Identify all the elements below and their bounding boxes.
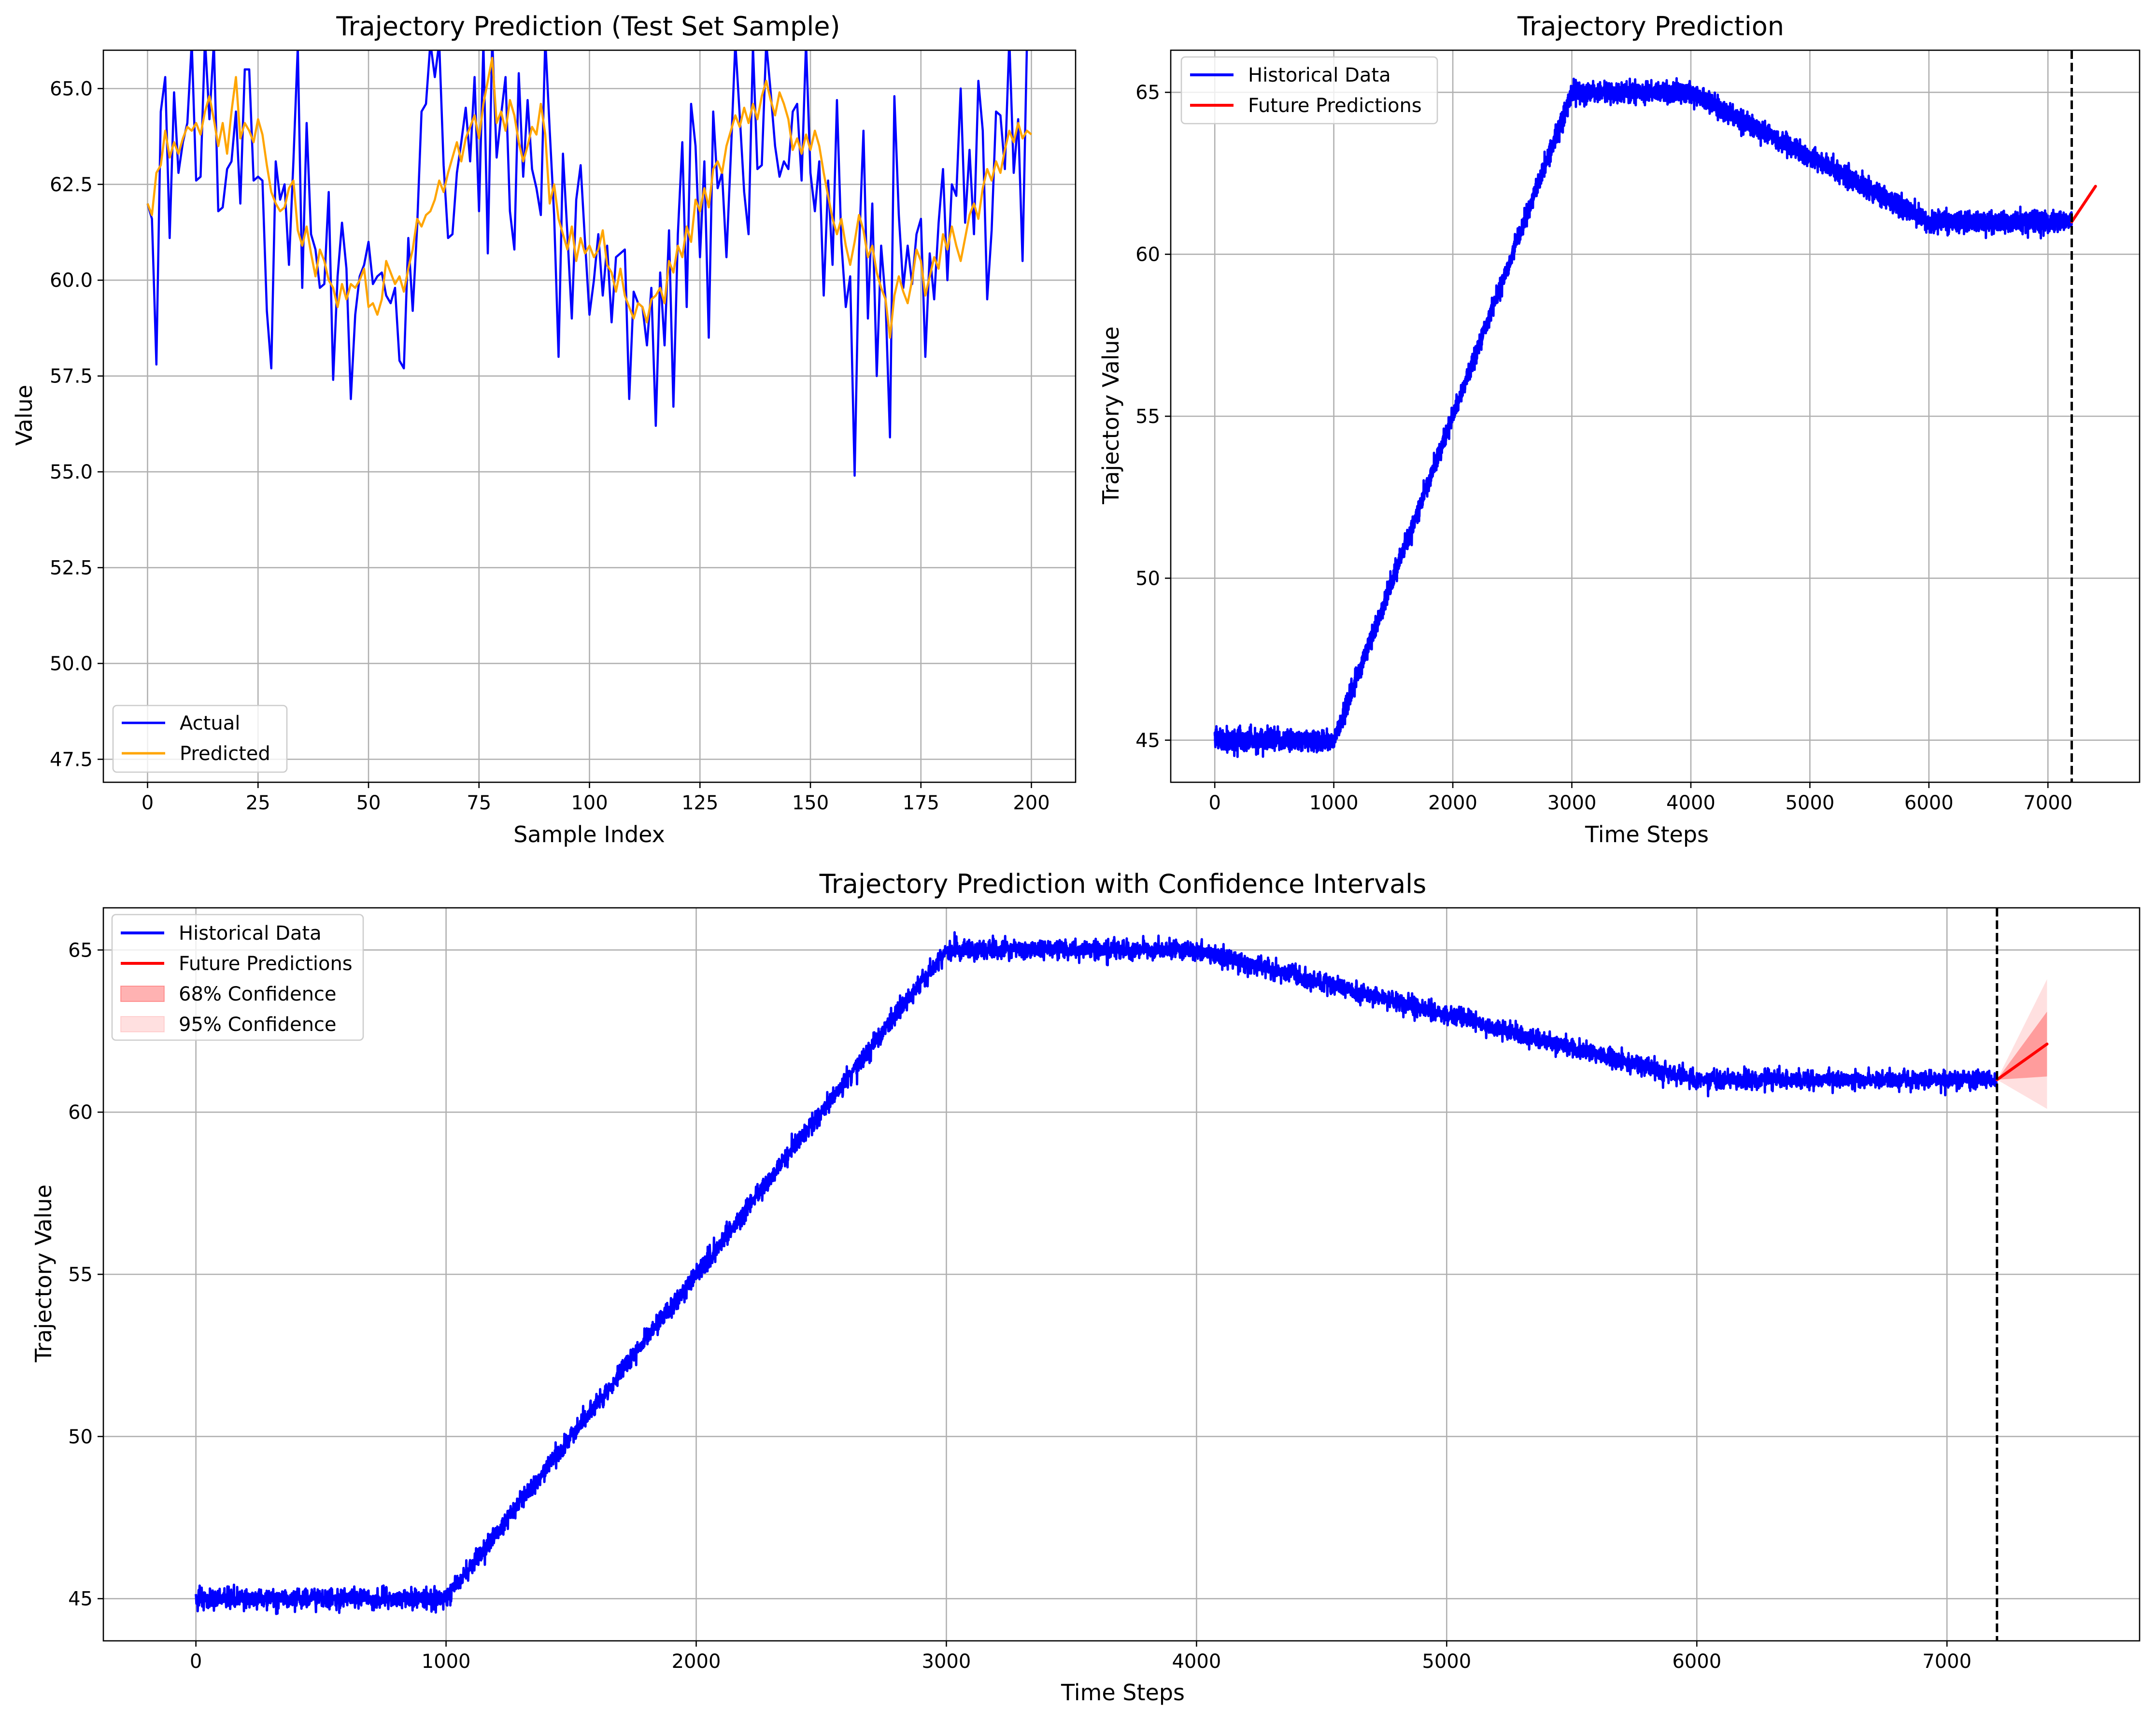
- y-tick-label: 52.5: [50, 557, 93, 579]
- axes-frame: [102, 907, 2141, 1642]
- confidence-band-68-confidence: [1997, 1011, 2047, 1080]
- y-tick-label: 55: [1135, 406, 1160, 428]
- x-tick-label: 7000: [2023, 792, 2072, 814]
- legend-frame: [111, 914, 364, 1041]
- y-tick-label: 50: [1135, 567, 1160, 590]
- y-axis-label: Trajectory Value: [1098, 326, 1124, 505]
- legend-label-95-confidence: 95% Confidence: [179, 1014, 337, 1036]
- x-tick-label: 1000: [422, 1650, 471, 1673]
- y-tick-label: 62.5: [50, 174, 93, 196]
- x-tick-label: 175: [903, 792, 939, 814]
- y-tick-label: 65: [68, 939, 93, 961]
- series-line-future-predictions: [1995, 1043, 2049, 1081]
- x-tick-label: 200: [1013, 792, 1050, 814]
- chart-title: Trajectory Prediction (Test Set Sample): [336, 11, 840, 42]
- y-tick-label: 65: [1135, 82, 1160, 104]
- y-tick-label: 45: [68, 1588, 93, 1610]
- legend-label-68-confidence: 68% Confidence: [179, 983, 337, 1005]
- x-axis-label: Sample Index: [513, 821, 665, 847]
- y-tick-label: 60.0: [50, 269, 93, 292]
- grid: [103, 50, 1076, 782]
- series-line-predicted: [146, 56, 1032, 339]
- x-tick-label: 100: [571, 792, 608, 814]
- series-line-historical-data: [195, 931, 1998, 1615]
- axis-ticks: 0 25 50 75 100 125 150 175 200 47.5 50.0 52.5 55.0 57…: [50, 49, 1077, 814]
- legend: Historical Data Future Predictions: [1180, 56, 1438, 125]
- x-tick-label: 0: [1208, 792, 1220, 814]
- y-tick-label: 50: [68, 1426, 93, 1448]
- legend-label-future: Future Predictions: [1248, 95, 1422, 117]
- x-tick-label: 5000: [1422, 1650, 1471, 1673]
- legend: Historical Data Future Predictions 68% C…: [111, 914, 364, 1041]
- x-tick-label: 75: [467, 792, 491, 814]
- axes-frame: [1170, 49, 2141, 783]
- trajectory-prediction-chart: 0 1000 2000 3000 4000 5000 6000 70004550556065 …: [1098, 11, 2141, 847]
- axis-ticks: 0 1000 2000 3000 4000 5000 6000 7000 45 50 55 60 65: [1135, 49, 2141, 814]
- y-axis-label: Value: [11, 385, 37, 446]
- y-tick-label: 47.5: [50, 748, 93, 771]
- x-tick-label: 25: [246, 792, 270, 814]
- plot-area: [1213, 50, 2097, 782]
- x-tick-label: 5000: [1785, 792, 1834, 814]
- chart-title: Trajectory Prediction with Confidence In…: [819, 869, 1427, 899]
- x-tick-label: 6000: [1904, 792, 1954, 814]
- y-tick-label: 50.0: [50, 653, 93, 675]
- legend-label-historical: Historical Data: [1248, 64, 1391, 86]
- x-tick-label: 50: [356, 792, 381, 814]
- legend-label-predicted: Predicted: [180, 743, 270, 765]
- series-line-future-predictions: [2070, 184, 2097, 224]
- axes-frame: [102, 49, 1077, 783]
- x-tick-label: 6000: [1672, 1650, 1721, 1673]
- y-tick-label: 55: [68, 1264, 93, 1286]
- y-tick-label: 60: [68, 1101, 93, 1124]
- legend-swatch-68-confidence: [120, 986, 165, 1002]
- legend-frame: [1180, 56, 1438, 125]
- y-axis-label: Trajectory Value: [30, 1185, 57, 1363]
- x-tick-label: 2000: [1428, 792, 1477, 814]
- y-tick-label: 45: [1135, 730, 1160, 752]
- x-tick-label: 125: [681, 792, 718, 814]
- confidence-band-95-confidence: [1997, 979, 2047, 1109]
- x-tick-label: 0: [142, 792, 154, 814]
- series-line-historical-data: [1213, 77, 2073, 758]
- legend-label-actual: Actual: [180, 712, 240, 734]
- chart-title: Trajectory Prediction: [1517, 11, 1784, 42]
- y-tick-label: 65.0: [50, 78, 93, 100]
- confidence-interval-chart: 0 1000 2000 3000 4000 5000 6000 70004550556065 …: [30, 869, 2141, 1706]
- legend-label-historical: Historical Data: [179, 922, 322, 945]
- x-tick-label: 3000: [922, 1650, 971, 1673]
- x-tick-label: 7000: [1922, 1650, 1972, 1673]
- x-tick-label: 4000: [1666, 792, 1716, 814]
- test-set-sample-chart: 0 25 50 75 100 125 150 175 200 47.5 50.0 52.5 55.0 57…: [11, 11, 1077, 847]
- axis-ticks: 0 1000 2000 3000 4000 5000 6000 7000 45 50 55 60 65: [68, 907, 2141, 1673]
- x-tick-label: 4000: [1172, 1650, 1221, 1673]
- x-axis-label: Time Steps: [1061, 1679, 1185, 1706]
- x-tick-label: 1000: [1309, 792, 1359, 814]
- x-axis-label: Time Steps: [1585, 821, 1709, 847]
- x-tick-label: 150: [792, 792, 829, 814]
- plot-area: [195, 908, 2049, 1641]
- y-tick-label: 57.5: [50, 366, 93, 388]
- series-line-actual: [146, 50, 1028, 477]
- x-tick-label: 3000: [1547, 792, 1597, 814]
- x-tick-label: 0: [190, 1650, 202, 1673]
- y-tick-label: 55.0: [50, 461, 93, 483]
- legend-label-future: Future Predictions: [179, 953, 353, 975]
- legend-swatch-95-confidence: [120, 1016, 165, 1032]
- legend: Actual Predicted: [112, 705, 288, 773]
- grid: [103, 908, 2140, 1641]
- y-tick-label: 60: [1135, 244, 1160, 266]
- plot-area: [146, 50, 1032, 477]
- x-tick-label: 2000: [672, 1650, 721, 1673]
